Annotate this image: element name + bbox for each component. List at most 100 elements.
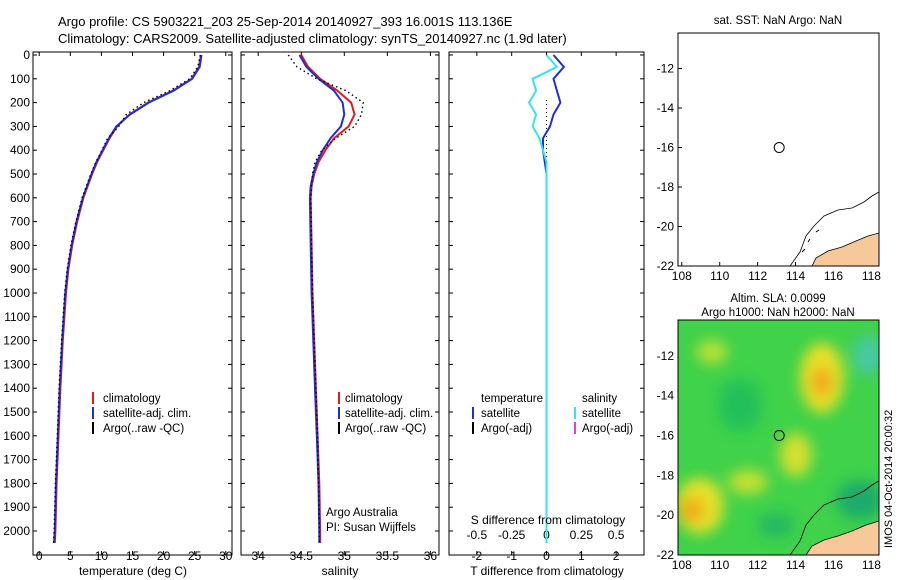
legend-climatology-label: climatology (345, 393, 403, 405)
y-tick-label: 1500 (3, 405, 30, 419)
header-line-2: Climatology: CARS2009. Satellite-adjuste… (58, 31, 567, 46)
legend-argo-label: Argo(..raw -QC) (103, 423, 184, 435)
map-x-tick-label: 114 (786, 269, 805, 283)
map-x-tick-label: 108 (672, 269, 692, 283)
sla-warm-core (812, 368, 832, 396)
sla-map: Altim. SLA: 0.0099 Argo h1000: NaN h2000… (677, 293, 880, 556)
legend-temperature-header: temperature (481, 393, 543, 405)
map-x-tick-label: 110 (710, 558, 729, 572)
sst-map-islands (801, 229, 820, 253)
x-tick-label: -2 (472, 549, 483, 563)
sla-float-marker (773, 430, 785, 442)
map-x-tick-label: 110 (710, 269, 729, 283)
y-tick-label: 200 (10, 96, 30, 110)
x-tick-label: -1 (506, 549, 517, 563)
temperature-legend: climatology satellite-adj. clim. Argo(..… (92, 392, 191, 435)
map-y-tick-label: -18 (657, 468, 675, 482)
map-x-tick-label: 108 (672, 558, 692, 572)
map-y-tick-label: -14 (657, 389, 675, 403)
legend-satellite-label: satellite-adj. clim. (345, 408, 433, 420)
sst-map-title: sat. SST: NaN Argo: NaN (714, 15, 842, 27)
credit-line-2: PI: Susan Wijffels (326, 522, 416, 534)
x-tick-label: 34 (252, 549, 266, 563)
s-tick-label: 0.25 (570, 528, 594, 542)
map-y-tick-label: -16 (657, 429, 675, 443)
sla-map-title-2: Argo h1000: NaN h2000: NaN (701, 307, 854, 319)
map-x-tick-label: 118 (862, 269, 881, 283)
salinity-panel (240, 51, 440, 556)
x-tick-label: 36 (424, 549, 438, 563)
credit-line-1: Argo Australia (326, 507, 398, 519)
map-y-tick-label: -20 (657, 220, 675, 234)
y-tick-label: 0 (23, 48, 30, 62)
y-tick-label: 1000 (3, 286, 30, 300)
y-tick-label: 500 (10, 167, 30, 181)
y-tick-label: 100 (10, 72, 30, 86)
x-tick-label: 15 (126, 549, 140, 563)
salinity-legend: climatology satellite-adj. clim. Argo(..… (338, 392, 433, 435)
map-y-tick-label: -16 (657, 141, 675, 155)
map-x-tick-label: 112 (748, 558, 767, 572)
x-tick-label: 30 (219, 549, 233, 563)
map-x-tick-label: 112 (748, 269, 767, 283)
sla-warm-core (680, 498, 704, 522)
legend-sal-argo-label: Argo(-adj) (582, 423, 633, 435)
map-y-tick-label: -12 (657, 62, 675, 76)
salinity-satellite-line (298, 54, 346, 543)
difference-top-label: S difference from climatology (471, 513, 626, 527)
side-timestamp: IMOS 04-Oct-2014 20:00:32 (883, 410, 895, 548)
sla-warm-patch (696, 340, 728, 364)
sla-warm-patch (780, 433, 812, 477)
y-tick-label: 1200 (3, 334, 30, 348)
map-x-tick-label: 116 (824, 269, 843, 283)
y-tick-label: 1600 (3, 429, 30, 443)
sla-cool-patch (758, 513, 794, 537)
y-tick-label: 800 (10, 238, 30, 252)
sst-map-coastline (789, 191, 879, 266)
temperature-xlabel: temperature (deg C) (79, 564, 187, 578)
x-tick-label: 0 (543, 549, 550, 563)
sla-cool-patch (854, 335, 879, 375)
salinity-climatology-line (300, 54, 356, 543)
x-tick-label: 10 (95, 549, 109, 563)
y-tick-label: 1400 (3, 381, 30, 395)
sla-map-land (805, 520, 879, 555)
x-tick-label: 5 (67, 549, 74, 563)
legend-salinity-header: salinity (582, 393, 617, 405)
header-line-1: Argo profile: CS 5903221_203 25-Sep-2014… (58, 14, 513, 29)
sla-map-frame (677, 319, 880, 556)
x-tick-label: 25 (188, 549, 202, 563)
sst-map-land (811, 232, 879, 266)
y-tick-label: 1700 (3, 453, 30, 467)
y-tick-label: 1800 (3, 476, 30, 490)
legend-satellite-label: satellite-adj. clim. (103, 408, 191, 420)
map-y-tick-label: -22 (657, 259, 675, 273)
map-y-tick-label: -22 (657, 548, 675, 562)
map-x-tick-label: 118 (862, 558, 881, 572)
y-tick-label: 2000 (3, 524, 30, 538)
s-tick-label: 0.5 (608, 528, 625, 542)
difference-legend: temperature satellite Argo(-adj) salinit… (472, 393, 633, 435)
temperature-satellite-line (53, 54, 203, 543)
s-tick-label: -0.5 (467, 528, 488, 542)
sla-map-title-1: Altim. SLA: 0.0099 (730, 293, 825, 305)
temperature-panel (32, 51, 233, 556)
x-tick-label: 35 (338, 549, 352, 563)
y-tick-label: 300 (10, 119, 30, 133)
y-tick-label: 600 (10, 191, 30, 205)
sst-float-marker (773, 142, 785, 154)
sst-map-frame (677, 32, 880, 267)
x-tick-label: 35.5 (376, 549, 400, 563)
legend-temp-satellite-label: satellite (481, 408, 520, 420)
sst-map: sat. SST: NaN Argo: NaN (677, 15, 880, 267)
sla-map-coastline (789, 480, 879, 555)
difference-xlabel: T difference from climatology (470, 564, 624, 578)
y-tick-label: 1300 (3, 357, 30, 371)
legend-climatology-label: climatology (103, 393, 161, 405)
map-y-tick-label: -20 (657, 508, 675, 522)
x-tick-label: 20 (157, 549, 171, 563)
map-y-tick-label: -18 (657, 180, 675, 194)
map-y-tick-label: -12 (657, 349, 675, 363)
x-tick-label: 0 (36, 549, 43, 563)
legend-sal-satellite-label: satellite (582, 408, 621, 420)
